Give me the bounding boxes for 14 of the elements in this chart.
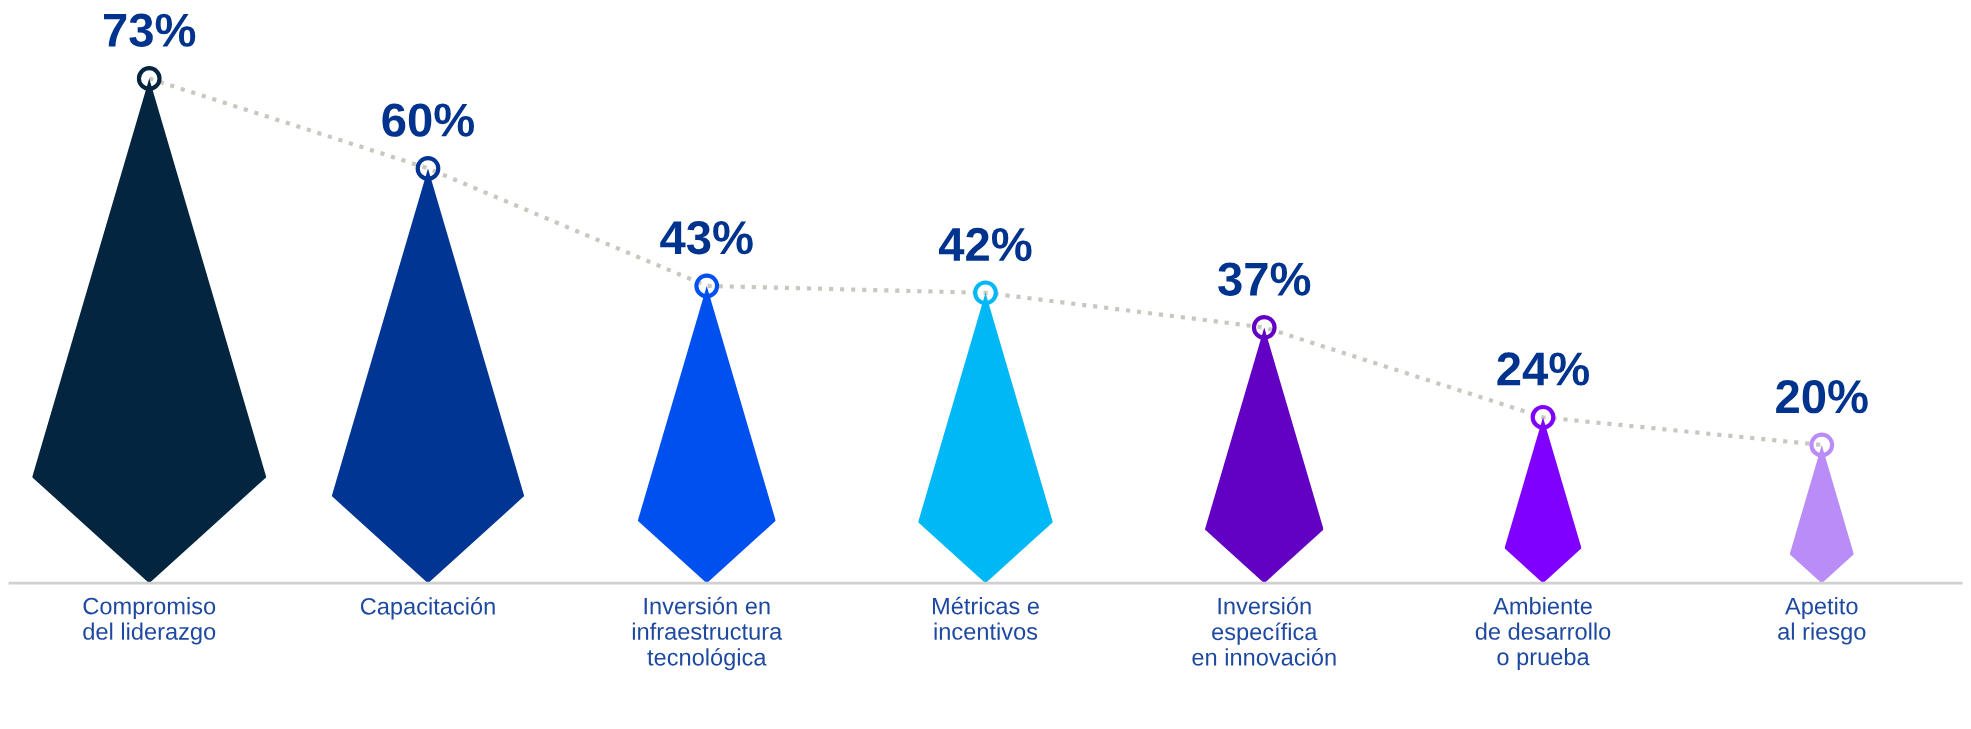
x-tick-label: Apetito al riesgo	[1778, 597, 1866, 645]
x-tick-label: Inversión en infraestructura tecnológica	[632, 596, 783, 671]
x-tick-label: Ambiente de desarrollo o prueba	[1475, 597, 1611, 670]
data-label: 73%	[104, 13, 196, 48]
data-label: 20%	[1776, 379, 1868, 414]
x-tick-label: Capacitación	[360, 597, 495, 620]
data-label: 42%	[938, 227, 1032, 262]
x-tick-label: Métricas e incentivos	[932, 596, 1039, 640]
data-label: 43%	[660, 220, 753, 255]
data-label: 60%	[382, 103, 474, 137]
data-label: 24%	[1497, 352, 1590, 386]
data-label: 37%	[1218, 262, 1311, 296]
x-tick-label: Compromiso del liderazgo	[83, 597, 216, 645]
x-tick-label: Inversión específica en innovación	[1192, 596, 1336, 666]
